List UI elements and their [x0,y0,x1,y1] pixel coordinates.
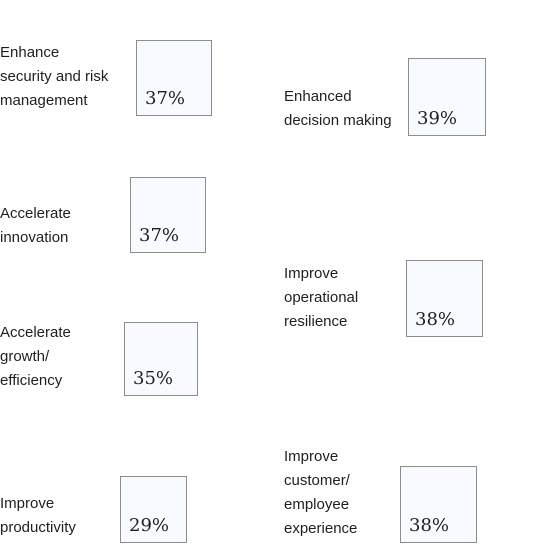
category-label: Improve productivity [0,495,76,536]
category-label: Enhance security and risk management [0,44,109,109]
value-square: 38% [406,260,483,337]
category-label: Enhanced decision making [284,88,392,129]
value-square: 38% [400,466,477,543]
value-square: 37% [130,177,206,253]
value-label: 38% [409,515,450,536]
value-square: 35% [124,322,198,396]
category-label: Improve customer/ employee experience [284,448,358,537]
category-label: Accelerate growth/ efficiency [0,324,71,389]
value-square: 37% [136,40,212,116]
category-label: Improve operational resilience [284,265,359,330]
value-label: 37% [139,225,180,246]
category-label: Accelerate innovation [0,205,71,246]
value-square: 39% [408,58,486,136]
value-label: 39% [417,108,458,129]
value-label: 35% [133,368,174,389]
value-label: 38% [415,309,456,330]
value-label: 29% [129,515,170,536]
value-square: 29% [120,476,187,543]
value-label: 37% [145,88,186,109]
